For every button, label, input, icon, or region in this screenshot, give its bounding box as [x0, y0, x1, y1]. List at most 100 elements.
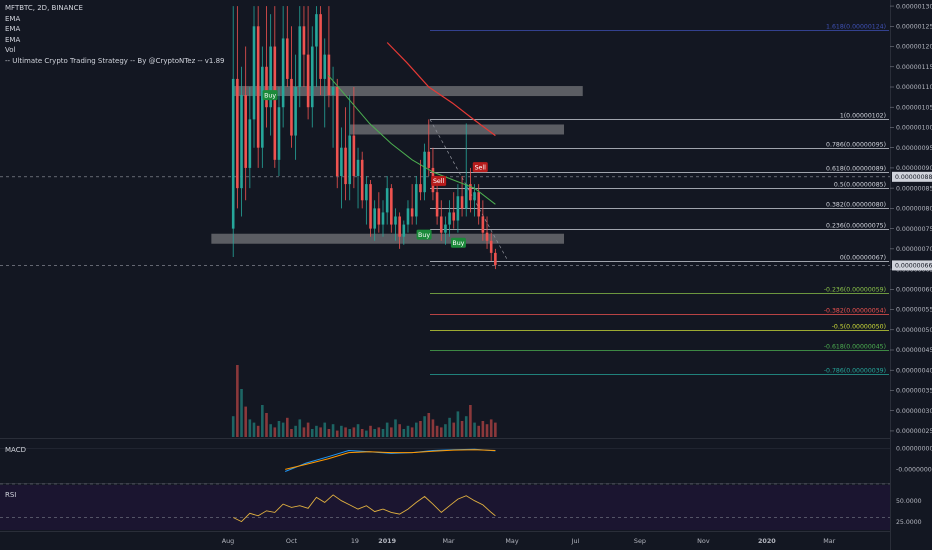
legend-symbol[interactable]: MFTBTC, 2D, BINANCE [5, 4, 83, 12]
signal-label: Buy [452, 240, 464, 247]
legend-ema-3[interactable]: EMA [5, 35, 21, 44]
volume-bar [373, 429, 376, 437]
price-tick-label: 0.00000025 [896, 428, 932, 435]
candle-body [315, 14, 318, 47]
signal-label: Buy [264, 92, 276, 99]
fib-label: 1(0.00000102) [840, 113, 886, 120]
candle-body [248, 119, 252, 168]
rsi-pane [0, 483, 890, 523]
time-tick-label: Jul [571, 537, 580, 545]
price-tick-label: 0.00000030 [896, 408, 932, 415]
price-tick-label: 0.00000090 [896, 165, 932, 172]
price-tick-label: 0.00000110 [896, 84, 932, 91]
legend-ema-1[interactable]: EMA [5, 14, 21, 23]
volume-bar [431, 419, 435, 437]
volume-bar [348, 429, 352, 437]
volume-bar [236, 365, 239, 437]
legend-vol[interactable]: Vol [5, 46, 16, 55]
price-tick-label: 0.00000045 [896, 347, 932, 354]
volume-bar [248, 419, 252, 437]
candle-body [398, 216, 401, 237]
rsi-line [233, 494, 496, 523]
price-tick-label: 0.00000125 [896, 24, 932, 31]
fib-label: 1.618(0.00000124) [826, 24, 886, 31]
volume-bar [306, 422, 310, 437]
signal-badge [262, 90, 278, 101]
candle-body [285, 38, 289, 79]
volume-bar [302, 427, 306, 437]
price-tick-label: 0.00000040 [896, 367, 932, 374]
candle-body [298, 26, 302, 87]
fib-levels[interactable]: 1.618(0.00000124) 1(0.00000102) 0.786(0.00… [429, 24, 889, 375]
crosshair-price-label: 0.00000088 [895, 174, 932, 181]
candle-body [452, 212, 456, 221]
volume-bar [394, 419, 397, 437]
volume-bar [360, 429, 364, 437]
rsi-tick-label: 25.0000 [896, 519, 922, 526]
volume-bar [294, 425, 297, 437]
candle-body [265, 66, 268, 108]
volume-bar [377, 427, 381, 437]
candle-body [340, 147, 343, 177]
volume-bar [256, 425, 260, 437]
volume-bar [240, 389, 243, 437]
rsi-pane-label[interactable]: RSI [5, 491, 17, 499]
candle-body [439, 216, 443, 233]
candle-body [323, 54, 327, 79]
volume-bar [335, 430, 339, 437]
fib-label: 0.5(0.00000085) [834, 182, 886, 189]
signal-label: Sell [433, 178, 445, 185]
price-axis[interactable]: 0.00000130 0.00000125 0.00000120 0.00000115… [890, 3, 932, 526]
candle-body [390, 188, 393, 225]
candle-body [252, 26, 256, 120]
volume-bar [277, 421, 281, 437]
legend-strategy[interactable]: -- Ultimate Crypto Trading Strategy -- B… [5, 56, 225, 65]
candle-body [464, 184, 468, 209]
volume-bar [281, 422, 285, 437]
price-tick-label: 0.00000085 [896, 185, 932, 192]
candle-body [427, 151, 431, 168]
volume-bar [352, 427, 356, 437]
fib-label: 0.382(0.00000080) [826, 202, 886, 209]
fib-label: -0.5(0.00000050) [832, 324, 886, 331]
candle-body [256, 26, 260, 148]
volume-bar [265, 413, 268, 437]
volume-bar [398, 424, 401, 437]
fib-label: -0.786(0.00000039) [824, 368, 886, 375]
price-tick-label: 0.00000050 [896, 327, 932, 334]
volume-bar [285, 417, 289, 437]
time-axis[interactable]: Aug Oct 19 2019 Mar May Jul Sep Nov 2020 Mar [222, 537, 836, 545]
volume-bar [469, 405, 472, 437]
signal-badge [416, 229, 432, 240]
rsi-tick-label: 50.0000 [896, 498, 922, 505]
candle-body [369, 184, 372, 229]
time-tick-label: Mar [443, 537, 455, 545]
price-tick-label: 0.00000035 [896, 388, 932, 395]
candle-body [460, 196, 464, 209]
crosshair-price-label-bg [892, 171, 932, 182]
candle-body [410, 208, 414, 217]
macd-pane-label[interactable]: MACD [5, 446, 26, 454]
candle-body [473, 192, 476, 201]
signal-label: Sell [475, 164, 487, 171]
fib-label: 0.786(0.00000095) [826, 142, 886, 149]
candle-body [477, 192, 481, 217]
price-tick-label: 0.00000075 [896, 226, 932, 233]
volume-bar [414, 422, 418, 437]
zone-box [349, 124, 565, 135]
candle-body [360, 159, 364, 201]
volume-bar [340, 425, 343, 437]
volume-bar [464, 416, 468, 437]
volume-bar [315, 425, 318, 437]
chart-legend: MFTBTC, 2D, BINANCE EMA EMA EMA Vol -- U… [5, 3, 225, 67]
volume-bar [452, 422, 456, 437]
volume-bar [473, 422, 476, 437]
ema-lines [327, 42, 496, 205]
candle-body [385, 188, 389, 213]
legend-ema-2[interactable]: EMA [5, 25, 21, 34]
candle-body [435, 192, 439, 217]
volume-bar [290, 429, 293, 437]
